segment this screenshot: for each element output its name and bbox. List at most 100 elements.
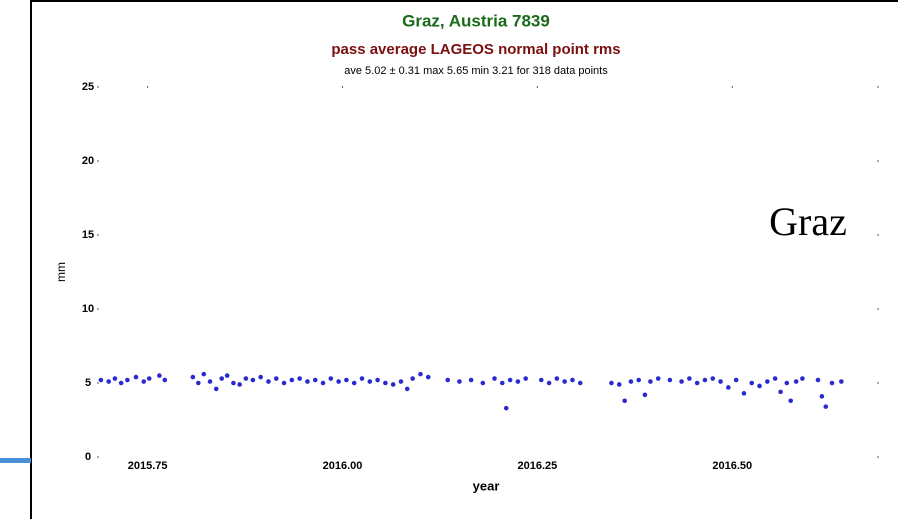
data-point bbox=[749, 380, 755, 386]
data-point bbox=[404, 386, 410, 392]
data-point bbox=[570, 377, 575, 383]
data-point bbox=[390, 382, 396, 387]
data-point bbox=[503, 405, 509, 411]
data-point bbox=[622, 398, 627, 404]
data-point bbox=[772, 376, 778, 381]
data-point bbox=[616, 382, 622, 387]
x-axis-label: year bbox=[473, 478, 500, 493]
data-point bbox=[410, 376, 415, 381]
data-point bbox=[839, 379, 844, 384]
data-point bbox=[281, 380, 287, 386]
x-tick-label: 2016.50 bbox=[712, 460, 752, 472]
data-point bbox=[468, 377, 474, 383]
data-point bbox=[224, 373, 230, 378]
data-point bbox=[213, 386, 219, 392]
data-point bbox=[328, 376, 334, 381]
data-point bbox=[515, 379, 521, 384]
data-point bbox=[710, 376, 716, 381]
x-tick-label: 2016.00 bbox=[323, 460, 363, 472]
data-point bbox=[190, 374, 196, 380]
data-point bbox=[642, 392, 648, 398]
data-point bbox=[118, 380, 124, 386]
data-point bbox=[207, 379, 213, 384]
data-point bbox=[778, 389, 783, 395]
data-point bbox=[667, 377, 673, 383]
data-point bbox=[655, 376, 661, 381]
data-point bbox=[266, 379, 271, 384]
data-point bbox=[757, 383, 762, 389]
x-tick-label: 2016.25 bbox=[518, 460, 558, 472]
data-point bbox=[687, 376, 692, 381]
data-point bbox=[418, 371, 423, 377]
data-point bbox=[702, 377, 708, 383]
x-tick-label: 2015.75 bbox=[128, 460, 168, 472]
decoration-bar bbox=[0, 458, 31, 463]
data-point bbox=[523, 376, 528, 381]
data-point bbox=[305, 379, 310, 384]
data-point bbox=[507, 377, 513, 383]
data-point bbox=[425, 374, 431, 380]
data-point bbox=[320, 380, 326, 386]
data-point bbox=[554, 376, 560, 381]
data-point bbox=[398, 379, 404, 384]
y-tick-label: 0 bbox=[85, 451, 91, 463]
data-point bbox=[146, 376, 152, 381]
data-point bbox=[250, 377, 256, 383]
data-point bbox=[788, 398, 794, 404]
data-point bbox=[733, 377, 739, 383]
data-point bbox=[500, 380, 505, 386]
data-point bbox=[344, 377, 349, 383]
data-point bbox=[480, 380, 486, 386]
data-point bbox=[125, 377, 130, 383]
annotation: Graz bbox=[769, 199, 847, 244]
data-point bbox=[359, 376, 365, 381]
data-point bbox=[243, 376, 249, 381]
data-point bbox=[679, 379, 684, 384]
y-tick-label: 15 bbox=[82, 229, 94, 241]
data-point bbox=[112, 376, 118, 381]
data-point bbox=[297, 376, 302, 381]
data-point bbox=[800, 376, 805, 381]
data-point bbox=[383, 380, 388, 386]
data-point bbox=[765, 379, 770, 384]
y-tick-label: 5 bbox=[85, 377, 91, 389]
data-point bbox=[445, 377, 451, 383]
data-point bbox=[157, 373, 162, 378]
data-point bbox=[741, 391, 747, 396]
data-point bbox=[793, 379, 799, 384]
chart-title: Graz, Austria 7839 bbox=[402, 11, 550, 30]
data-point bbox=[367, 379, 373, 384]
data-point bbox=[201, 371, 207, 377]
data-point bbox=[577, 380, 583, 386]
data-point bbox=[648, 379, 653, 384]
data-point bbox=[133, 374, 139, 380]
data-point bbox=[492, 376, 497, 381]
data-point bbox=[289, 377, 295, 383]
data-point bbox=[98, 377, 104, 383]
y-tick-label: 20 bbox=[82, 155, 94, 167]
data-point bbox=[196, 380, 201, 386]
data-point bbox=[815, 377, 821, 383]
data-point bbox=[258, 374, 263, 380]
data-point bbox=[829, 380, 835, 386]
data-point bbox=[784, 380, 790, 386]
data-point bbox=[237, 382, 242, 387]
data-point bbox=[726, 385, 731, 390]
data-point bbox=[609, 380, 614, 386]
y-axis-label: mm bbox=[54, 262, 68, 282]
data-point bbox=[312, 377, 318, 383]
data-point bbox=[162, 377, 168, 383]
data-point bbox=[628, 379, 634, 384]
y-tick-label: 25 bbox=[82, 81, 94, 93]
data-point bbox=[819, 394, 825, 399]
data-point bbox=[718, 379, 723, 384]
data-point bbox=[457, 379, 462, 384]
data-point bbox=[219, 376, 225, 381]
data-point bbox=[231, 380, 236, 386]
chart-stats: ave 5.02 ± 0.31 max 5.65 min 3.21 for 31… bbox=[344, 65, 608, 77]
data-point bbox=[141, 379, 147, 384]
data-point bbox=[694, 380, 700, 386]
data-point bbox=[273, 376, 279, 381]
data-point bbox=[636, 377, 642, 383]
